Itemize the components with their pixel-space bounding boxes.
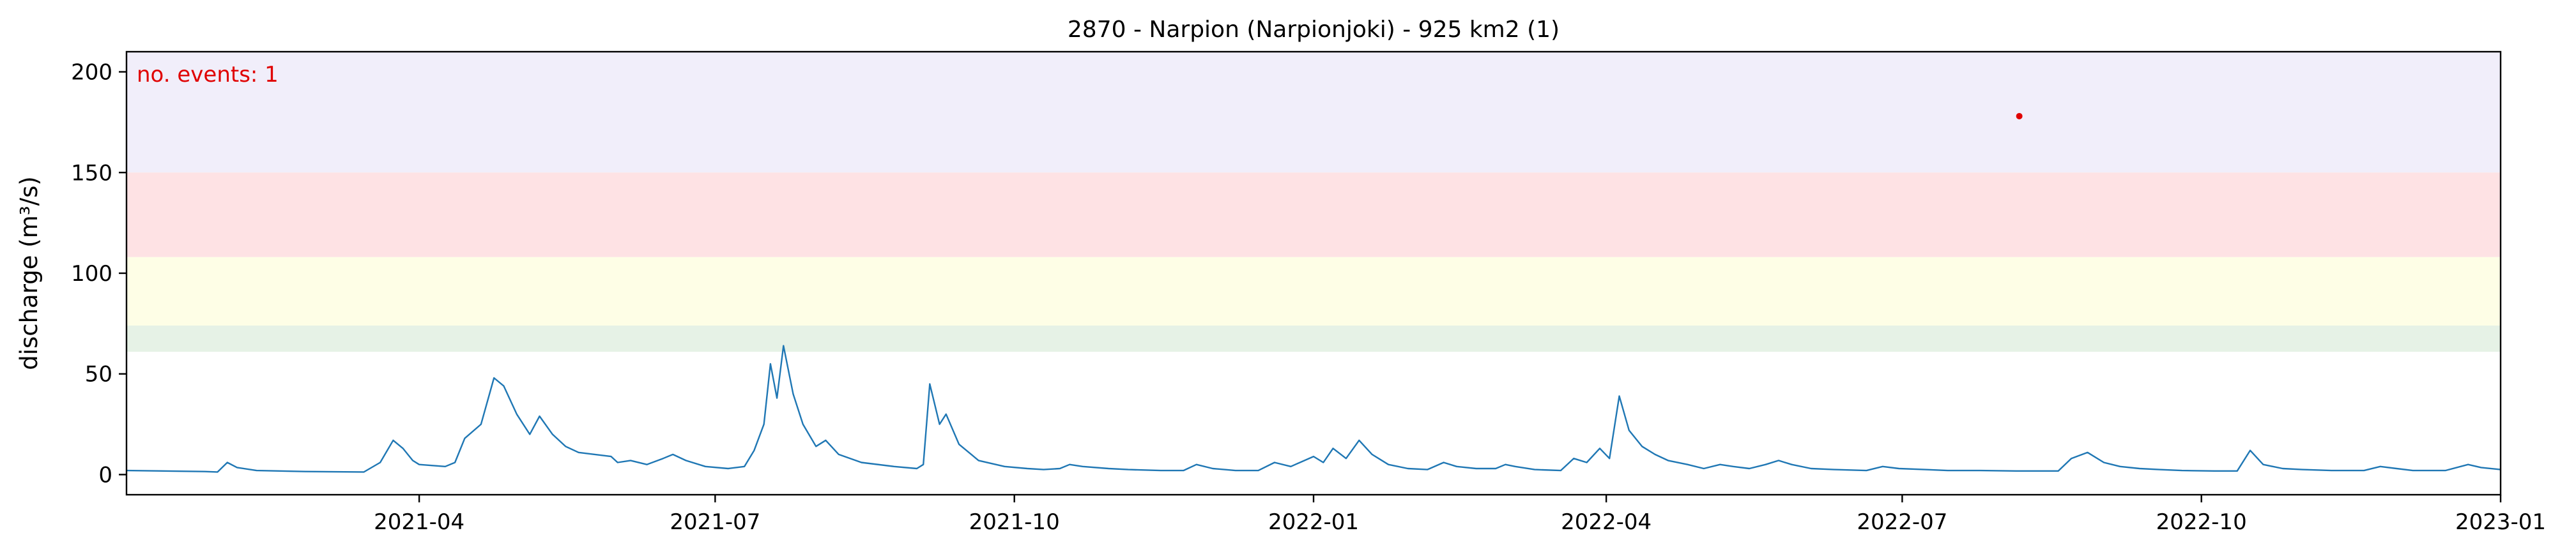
series-line-0	[126, 345, 2501, 473]
x-tick-label-7: 2023-01	[2455, 509, 2546, 535]
events-layer	[2016, 112, 2023, 119]
threshold-band-3	[126, 326, 2501, 352]
series-layer	[126, 345, 2501, 473]
chart-title: 2870 - Narpion (Narpionjoki) - 925 km2 (…	[1068, 17, 1560, 43]
x-tick-label-3: 2022-01	[1268, 509, 1359, 535]
threshold-band-1	[126, 172, 2501, 257]
y-tick-label-2: 100	[71, 261, 112, 287]
y-tick-label-1: 50	[85, 362, 112, 387]
threshold-bands	[126, 52, 2501, 352]
x-tick-label-1: 2021-07	[670, 509, 760, 535]
event-marker-0	[2016, 112, 2023, 119]
x-axis: 2021-04 2021-07 2021-10 2022-01 2022-04 2022-…	[374, 495, 2546, 535]
x-tick-label-4: 2022-04	[1561, 509, 1652, 535]
y-tick-label-0: 0	[98, 462, 112, 488]
event-count-annotation: no. events: 1	[137, 62, 279, 87]
x-tick-label-2: 2021-10	[969, 509, 1060, 535]
y-tick-label-3: 150	[71, 160, 112, 186]
x-tick-label-0: 2021-04	[374, 509, 464, 535]
threshold-band-2	[126, 257, 2501, 326]
threshold-band-0	[126, 52, 2501, 173]
y-axis-title: discharge (m³/s)	[15, 176, 43, 370]
x-tick-label-5: 2022-07	[1857, 509, 1947, 535]
x-tick-label-6: 2022-10	[2156, 509, 2247, 535]
y-tick-label-4: 200	[71, 60, 112, 86]
y-axis: 0 50 100 150 200	[71, 60, 126, 488]
